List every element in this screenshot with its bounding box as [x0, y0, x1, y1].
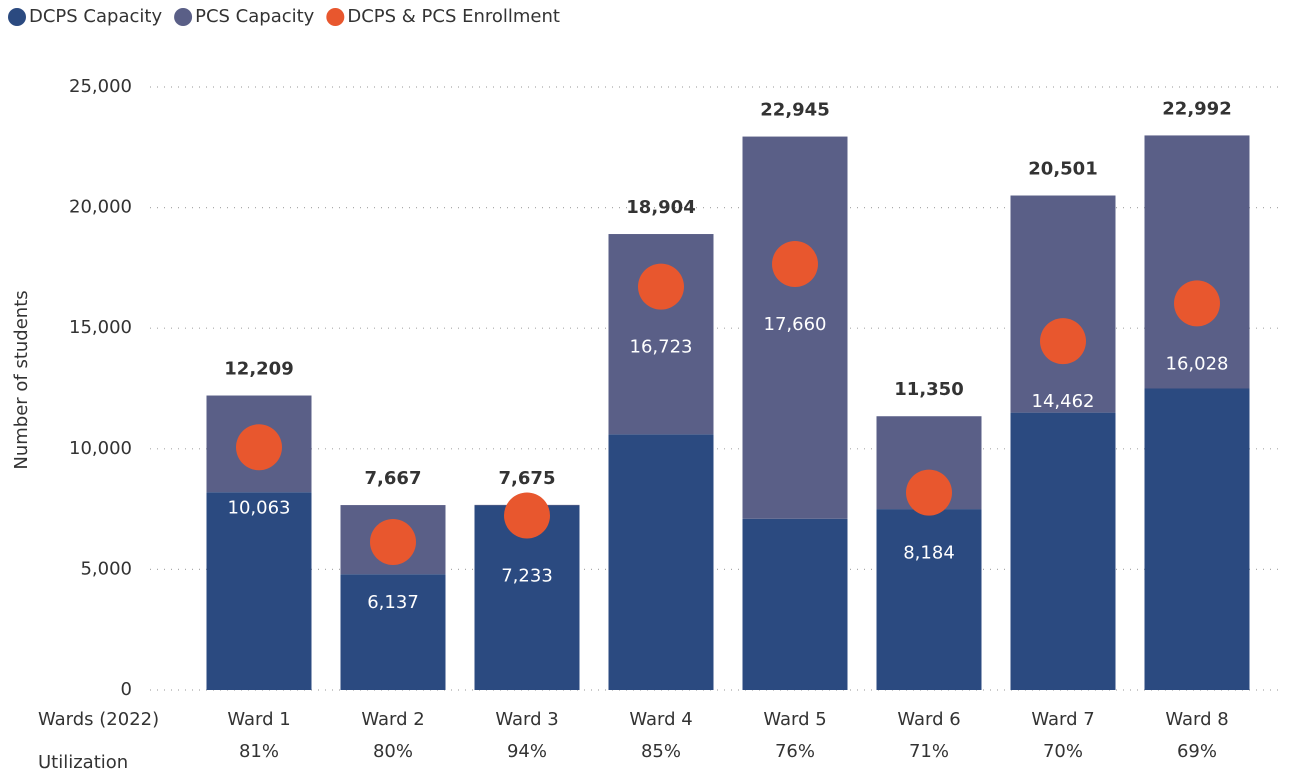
bar-segment: [608, 434, 714, 690]
enrollment-dot: [1040, 318, 1086, 365]
utilization-label: Utilization: [38, 752, 128, 773]
enrollment-label: 6,137: [367, 592, 419, 613]
y-tick-label: 5,000: [80, 558, 132, 579]
bar-segment: [1144, 388, 1250, 690]
x-tick-label: Ward 2: [361, 709, 424, 730]
total-label: 7,675: [499, 468, 556, 489]
x-tick-label: Ward 3: [495, 709, 558, 730]
bar-segment: [340, 574, 446, 690]
enrollment-label: 10,063: [228, 497, 291, 518]
y-tick-label: 20,000: [69, 197, 132, 218]
x-tick-label: Ward 4: [629, 709, 692, 730]
enrollment-dot: [772, 241, 818, 288]
total-label: 22,945: [760, 100, 829, 121]
y-tick-label: 10,000: [69, 438, 132, 459]
enrollment-dot: [638, 263, 684, 310]
total-label: 12,209: [224, 359, 293, 380]
enrollment-dot: [236, 424, 282, 471]
utilization-value: 81%: [239, 741, 279, 762]
y-axis-label: Number of students: [11, 290, 32, 469]
enrollment-label: 17,660: [764, 314, 827, 335]
x-tick-label: Ward 7: [1031, 709, 1094, 730]
total-label: 18,904: [626, 197, 695, 218]
total-label: 11,350: [894, 379, 963, 400]
legend-label: PCS Capacity: [195, 6, 315, 27]
legend-marker: [8, 8, 26, 26]
legend-marker: [174, 8, 193, 26]
enrollment-dot: [370, 518, 416, 565]
bar-segment: [206, 492, 312, 690]
utilization-value: 69%: [1177, 741, 1217, 762]
enrollment-dot: [504, 492, 550, 539]
utilization-value: 76%: [775, 741, 815, 762]
total-label: 20,501: [1028, 159, 1097, 180]
legend-label: DCPS & PCS Enrollment: [347, 6, 560, 27]
enrollment-label: 8,184: [903, 543, 955, 564]
bar-segment: [1010, 412, 1116, 690]
legend-label: DCPS Capacity: [29, 6, 162, 27]
enrollment-dot: [906, 469, 952, 516]
x-tick-label: Ward 1: [227, 709, 290, 730]
enrollment-label: 16,028: [1166, 353, 1229, 374]
enrollment-label: 14,462: [1032, 391, 1095, 412]
x-tick-label: Ward 5: [763, 709, 826, 730]
bar-segment: [742, 136, 848, 519]
x-tick-label: Ward 8: [1165, 709, 1228, 730]
y-tick-label: 15,000: [69, 317, 132, 338]
bar-segment: [1010, 195, 1116, 413]
enrollment-label: 7,233: [501, 566, 553, 587]
utilization-value: 80%: [373, 741, 413, 762]
total-label: 7,667: [365, 468, 422, 489]
enrollment-dot: [1174, 280, 1220, 327]
enrollment-label: 16,723: [630, 337, 693, 358]
utilization-value: 94%: [507, 741, 547, 762]
bar-segment: [742, 518, 848, 690]
utilization-value: 70%: [1043, 741, 1083, 762]
bar-segment: [1144, 135, 1250, 389]
y-tick-label: 25,000: [69, 76, 132, 97]
utilization-value: 71%: [909, 741, 949, 762]
legend-marker: [326, 8, 345, 26]
total-label: 22,992: [1162, 98, 1231, 119]
utilization-value: 85%: [641, 741, 681, 762]
x-tick-label: Ward 6: [897, 709, 960, 730]
bar-segment: [876, 509, 982, 690]
x-axis-label: Wards (2022): [38, 709, 159, 730]
y-tick-label: 0: [121, 679, 132, 700]
